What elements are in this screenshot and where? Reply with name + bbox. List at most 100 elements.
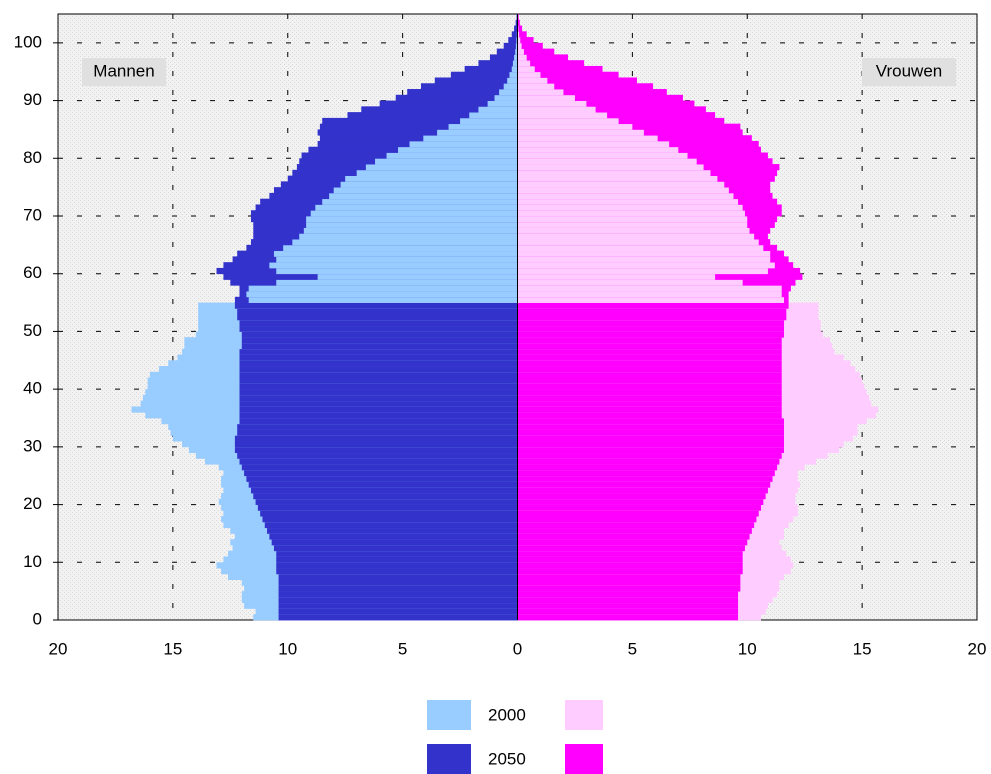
bar [517, 48, 524, 55]
bar [303, 227, 518, 234]
bar [421, 83, 518, 90]
bar [517, 89, 564, 96]
bar [517, 544, 745, 552]
bar [345, 175, 518, 182]
bar [267, 527, 518, 534]
bar [517, 48, 555, 55]
bar [517, 256, 771, 263]
bar [517, 516, 757, 523]
bar [278, 591, 518, 598]
bar [386, 152, 518, 159]
bar [273, 544, 518, 552]
bar [517, 89, 667, 96]
bar [234, 446, 518, 454]
bar [278, 579, 518, 586]
x-tick-label: 20 [968, 639, 987, 658]
y-tick-label: 30 [23, 436, 42, 455]
bar [517, 233, 755, 240]
bar [517, 204, 743, 211]
legend-label: 2000 [488, 705, 526, 724]
bar [517, 302, 789, 309]
bar [237, 314, 518, 321]
bar [271, 539, 518, 546]
bar [239, 400, 518, 407]
bar [517, 527, 752, 534]
bar [517, 37, 534, 44]
bar [365, 164, 518, 171]
bar [517, 65, 535, 73]
bar [237, 429, 518, 436]
bar [278, 596, 518, 604]
bar [250, 487, 518, 494]
bar [517, 31, 520, 38]
bar [517, 94, 575, 101]
bar [460, 117, 518, 125]
x-tick-label: 5 [628, 639, 637, 658]
bar [395, 94, 518, 101]
bar [276, 556, 518, 563]
bar [517, 441, 785, 448]
bar [517, 337, 782, 344]
bar [517, 152, 688, 159]
bar [239, 383, 518, 390]
bar [517, 389, 782, 396]
bar [262, 516, 518, 523]
bar [517, 146, 679, 153]
bar [517, 556, 743, 563]
bar [511, 31, 518, 38]
bar [503, 83, 518, 90]
bar [517, 83, 555, 90]
bar [499, 89, 518, 96]
bar [517, 285, 782, 292]
bar [283, 244, 518, 252]
bar [517, 562, 743, 569]
bar [315, 204, 518, 211]
bar [517, 192, 734, 200]
bar [517, 65, 603, 73]
legend-label: 2050 [488, 749, 526, 768]
legend-swatch [427, 700, 471, 730]
y-tick-label: 10 [23, 552, 42, 571]
bar [260, 510, 518, 517]
bar [517, 394, 782, 402]
bar [273, 250, 518, 257]
bar [241, 337, 518, 344]
bar [517, 71, 619, 78]
bar [517, 521, 755, 529]
bar [517, 435, 785, 442]
bar [517, 475, 773, 482]
bar [409, 140, 518, 148]
bar [239, 354, 518, 361]
bar [276, 550, 518, 557]
bar [517, 314, 787, 321]
bar [517, 591, 739, 598]
bar [478, 106, 518, 113]
bar [517, 94, 683, 101]
bar [306, 221, 518, 228]
bar [319, 135, 518, 142]
bar [317, 129, 518, 136]
bar [517, 614, 739, 621]
bar [517, 71, 541, 78]
bar [234, 302, 518, 309]
bar [517, 481, 771, 488]
bar [517, 418, 785, 425]
bar [496, 48, 518, 55]
bar [494, 94, 518, 101]
bar [239, 394, 518, 402]
bar [248, 296, 518, 303]
bar [239, 348, 518, 355]
bar [517, 129, 644, 136]
bar [329, 192, 518, 200]
bar [237, 423, 518, 430]
bar [517, 493, 766, 500]
bar [517, 596, 739, 604]
bar [517, 14, 519, 21]
bar [478, 60, 518, 67]
bar [292, 239, 518, 246]
bar [507, 77, 518, 84]
bar [517, 54, 569, 61]
bar [517, 608, 739, 615]
bar [322, 198, 518, 205]
